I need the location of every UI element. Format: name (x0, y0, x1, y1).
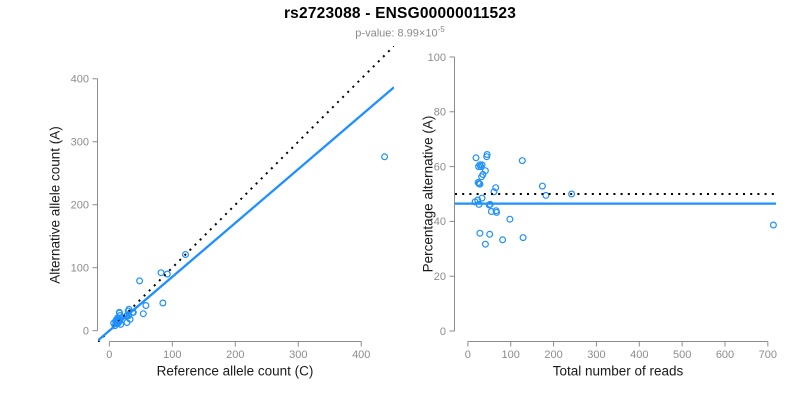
pvalue-subtitle: p-value: 8.99×10-5 (0, 25, 800, 40)
page-title: rs2723088 - ENSG00000011523 (283, 5, 517, 22)
data-point (519, 234, 527, 242)
data-point (493, 208, 501, 216)
data-point (136, 277, 144, 285)
pvalue-text: p-value: 8.99×10 (355, 27, 438, 40)
data-point (476, 180, 484, 188)
data-point (518, 157, 526, 165)
data-point (472, 154, 480, 162)
data-point (568, 190, 576, 198)
data-point (499, 236, 507, 244)
data-point (139, 310, 147, 318)
identity-line (98, 46, 394, 342)
y-tick-label: 100 (71, 262, 89, 274)
data-point (490, 188, 498, 196)
y-tick-label: 0 (83, 325, 89, 337)
y-tick-label: 20 (434, 271, 446, 283)
y-tick-label: 40 (434, 216, 446, 228)
data-point (142, 302, 150, 310)
x-tick-label: 400 (630, 349, 648, 361)
left-y-axis-title: Alternative allele count (A) (47, 126, 63, 284)
data-point (163, 270, 171, 278)
data-point (538, 182, 546, 190)
data-point (477, 163, 485, 171)
data-point (506, 215, 514, 223)
data-point (478, 161, 486, 169)
data-point (476, 229, 484, 237)
y-tick-label: 300 (71, 137, 89, 149)
data-point (159, 299, 167, 307)
data-point (157, 269, 165, 277)
y-tick-label: 0 (440, 326, 446, 338)
data-point (486, 230, 494, 238)
y-tick-label: 100 (428, 52, 446, 64)
pvalue-exponent: -5 (437, 25, 445, 34)
data-point (492, 184, 500, 192)
y-tick-label: 200 (71, 200, 89, 212)
left-x-axis-title: Reference allele count (C) (156, 363, 314, 379)
x-tick-label: 500 (673, 349, 691, 361)
regression-line (98, 86, 394, 342)
x-tick-label: 600 (716, 349, 734, 361)
data-point (769, 221, 777, 229)
data-point (474, 179, 482, 187)
right-x-axis-title: Total number of reads (552, 363, 684, 379)
x-tick-label: 400 (352, 349, 370, 361)
data-point (542, 191, 550, 199)
x-tick-label: 300 (289, 349, 307, 361)
x-tick-label: 100 (163, 349, 181, 361)
data-point (478, 194, 486, 202)
data-point (483, 151, 491, 159)
y-tick-label: 80 (434, 107, 446, 119)
y-tick-label: 60 (434, 161, 446, 173)
y-tick-label: 400 (71, 74, 89, 86)
data-point (481, 167, 489, 175)
x-tick-label: 200 (544, 349, 562, 361)
x-tick-label: 0 (465, 349, 471, 361)
x-tick-label: 0 (106, 349, 112, 361)
data-point (115, 308, 123, 316)
data-point (182, 251, 190, 259)
data-point (481, 240, 489, 248)
x-tick-label: 300 (587, 349, 605, 361)
data-point (381, 153, 389, 161)
x-tick-label: 200 (226, 349, 244, 361)
right-y-axis-title: Percentage alternative (A) (420, 115, 436, 273)
x-tick-label: 100 (502, 349, 520, 361)
x-tick-label: 700 (759, 349, 777, 361)
